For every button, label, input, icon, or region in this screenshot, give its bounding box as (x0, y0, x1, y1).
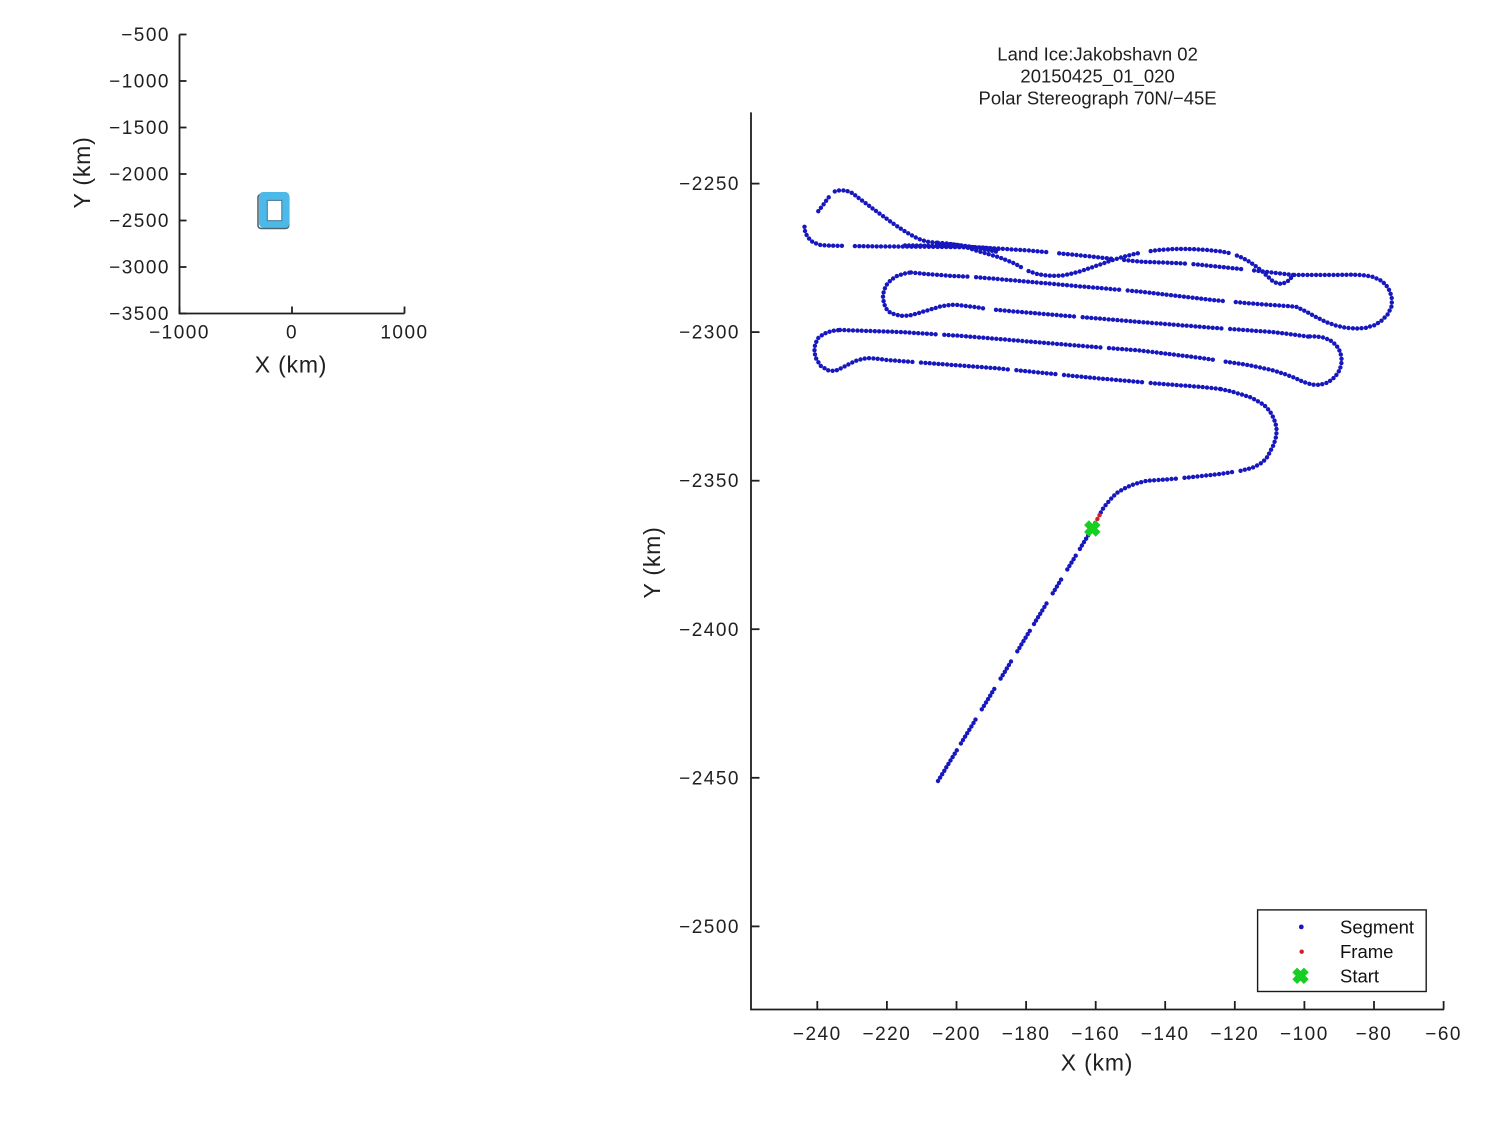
svg-text:−120: −120 (1210, 1024, 1259, 1045)
svg-text:−60: −60 (1425, 1024, 1462, 1045)
svg-text:X (km): X (km) (255, 352, 328, 378)
svg-text:−180: −180 (1002, 1024, 1051, 1045)
svg-text:−220: −220 (863, 1024, 912, 1045)
svg-text:−80: −80 (1356, 1024, 1393, 1045)
svg-text:−500: −500 (121, 25, 170, 46)
svg-text:Frame: Frame (1340, 941, 1393, 962)
svg-text:−2400: −2400 (679, 620, 740, 641)
svg-text:−200: −200 (932, 1024, 981, 1045)
svg-text:Segment: Segment (1340, 916, 1414, 937)
svg-text:−1000: −1000 (109, 72, 170, 93)
svg-text:−2450: −2450 (679, 768, 740, 789)
svg-text:−240: −240 (793, 1024, 842, 1045)
svg-text:Start: Start (1340, 965, 1379, 986)
svg-text:0: 0 (286, 323, 298, 344)
svg-text:−2350: −2350 (679, 471, 740, 492)
svg-text:−140: −140 (1141, 1024, 1190, 1045)
svg-text:20150425_01_020: 20150425_01_020 (1020, 66, 1174, 88)
svg-text:−3000: −3000 (109, 258, 170, 279)
svg-text:−2000: −2000 (109, 165, 170, 186)
svg-text:−2250: −2250 (679, 174, 740, 195)
svg-text:−1500: −1500 (109, 118, 170, 139)
svg-text:Land Ice:Jakobshavn 02: Land Ice:Jakobshavn 02 (997, 44, 1198, 65)
svg-text:−160: −160 (1071, 1024, 1120, 1045)
svg-text:1000: 1000 (380, 323, 428, 344)
svg-text:−2500: −2500 (109, 211, 170, 232)
svg-text:X (km): X (km) (1061, 1050, 1134, 1076)
svg-text:−2500: −2500 (679, 917, 740, 938)
svg-text:Y (km): Y (km) (69, 136, 95, 208)
svg-text:Polar Stereograph 70N/−45E: Polar Stereograph 70N/−45E (979, 88, 1217, 109)
svg-text:Y (km): Y (km) (639, 526, 665, 598)
svg-text:−100: −100 (1280, 1024, 1329, 1045)
svg-text:−1000: −1000 (149, 323, 210, 344)
svg-text:−2300: −2300 (679, 323, 740, 344)
svg-text:−3500: −3500 (109, 304, 170, 325)
